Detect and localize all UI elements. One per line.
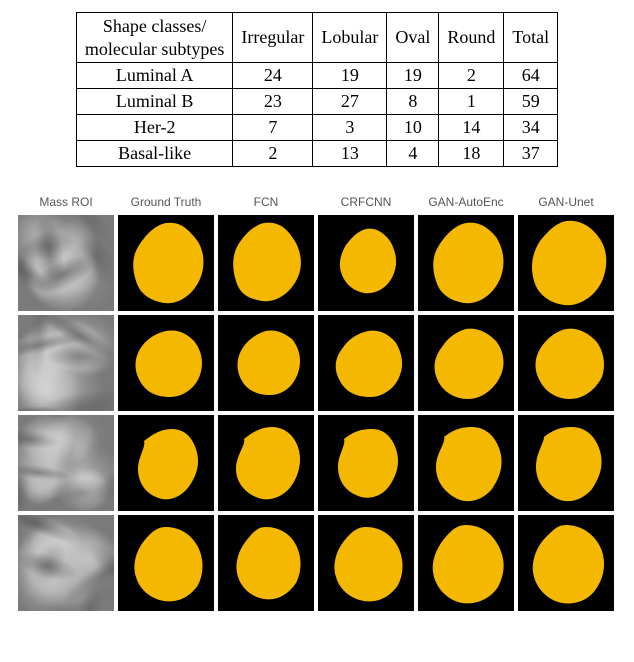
figure-row — [18, 515, 616, 611]
mass-roi-image — [18, 415, 114, 511]
fig-col-label: FCN — [218, 195, 314, 209]
cell: 7 — [233, 115, 313, 141]
segmentation-mask — [118, 315, 214, 411]
cell: 19 — [313, 63, 387, 89]
cell: 8 — [387, 89, 439, 115]
figure-col-headers: Mass ROI Ground Truth FCN CRFCNN GAN-Aut… — [18, 195, 616, 209]
fig-col-label: CRFCNN — [318, 195, 414, 209]
segmentation-mask — [518, 515, 614, 611]
segmentation-mask — [218, 215, 314, 311]
cell: 2 — [233, 141, 313, 167]
figure-row — [18, 215, 616, 311]
cell: 13 — [313, 141, 387, 167]
cell: 37 — [504, 141, 558, 167]
cell: 23 — [233, 89, 313, 115]
row-label: Luminal A — [76, 63, 232, 89]
segmentation-mask — [418, 415, 514, 511]
col-header-round: Round — [439, 13, 504, 63]
segmentation-mask — [518, 415, 614, 511]
cell: 14 — [439, 115, 504, 141]
segmentation-mask — [318, 515, 414, 611]
col-header-oval: Oval — [387, 13, 439, 63]
segmentation-mask — [318, 315, 414, 411]
table-corner-header: Shape classes/ molecular subtypes — [76, 13, 232, 63]
col-header-lobular: Lobular — [313, 13, 387, 63]
segmentation-mask — [218, 315, 314, 411]
segmentation-mask — [318, 215, 414, 311]
figure-row — [18, 315, 616, 411]
cell: 27 — [313, 89, 387, 115]
cell: 64 — [504, 63, 558, 89]
row-label: Luminal B — [76, 89, 232, 115]
segmentation-mask — [118, 515, 214, 611]
figure-row — [18, 415, 616, 511]
segmentation-mask — [118, 215, 214, 311]
row-label: Basal-like — [76, 141, 232, 167]
table-row: Luminal A 24 19 19 2 64 — [76, 63, 557, 89]
segmentation-mask — [218, 415, 314, 511]
segmentation-mask — [418, 315, 514, 411]
segmentation-mask — [118, 415, 214, 511]
mass-roi-image — [18, 215, 114, 311]
table-corner-line1: Shape classes/ — [103, 16, 206, 36]
cell: 1 — [439, 89, 504, 115]
segmentation-mask — [518, 315, 614, 411]
cell: 24 — [233, 63, 313, 89]
cell: 4 — [387, 141, 439, 167]
cell: 19 — [387, 63, 439, 89]
shape-class-table: Shape classes/ molecular subtypes Irregu… — [76, 12, 558, 167]
fig-col-label: GAN-AutoEnc — [418, 195, 514, 209]
col-header-total: Total — [504, 13, 558, 63]
segmentation-mask — [418, 515, 514, 611]
col-header-irregular: Irregular — [233, 13, 313, 63]
table-row: Her-2 7 3 10 14 34 — [76, 115, 557, 141]
segmentation-figure: Mass ROI Ground Truth FCN CRFCNN GAN-Aut… — [18, 195, 616, 611]
mass-roi-image — [18, 315, 114, 411]
segmentation-mask — [418, 215, 514, 311]
cell: 59 — [504, 89, 558, 115]
cell: 2 — [439, 63, 504, 89]
table-row: Basal-like 2 13 4 18 37 — [76, 141, 557, 167]
table-corner-line2: molecular subtypes — [85, 39, 224, 59]
cell: 34 — [504, 115, 558, 141]
segmentation-mask — [318, 415, 414, 511]
mass-roi-image — [18, 515, 114, 611]
segmentation-mask — [518, 215, 614, 311]
fig-col-label: Mass ROI — [18, 195, 114, 209]
cell: 10 — [387, 115, 439, 141]
table-row: Luminal B 23 27 8 1 59 — [76, 89, 557, 115]
fig-col-label: Ground Truth — [118, 195, 214, 209]
row-label: Her-2 — [76, 115, 232, 141]
cell: 18 — [439, 141, 504, 167]
fig-col-label: GAN-Unet — [518, 195, 614, 209]
segmentation-mask — [218, 515, 314, 611]
cell: 3 — [313, 115, 387, 141]
